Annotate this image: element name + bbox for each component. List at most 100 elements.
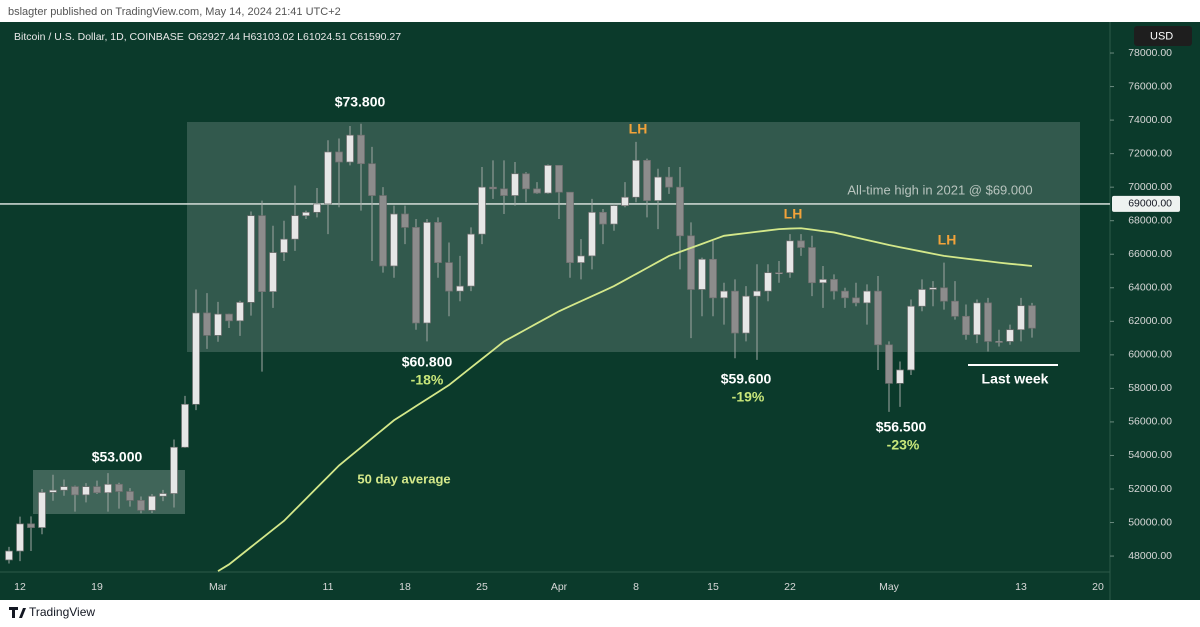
annotation: -19% — [732, 389, 765, 405]
y-tick-label: 72000.00 — [1128, 147, 1172, 159]
y-tick-label: 60000.00 — [1128, 349, 1172, 361]
y-tick-label: 66000.00 — [1128, 248, 1172, 260]
candle-body — [764, 272, 772, 292]
y-tick-label: 78000.00 — [1128, 47, 1172, 59]
y-tick-label: 70000.00 — [1128, 181, 1172, 193]
candle-body — [456, 285, 464, 292]
candle-body — [60, 486, 68, 491]
x-tick-label: 19 — [91, 581, 103, 593]
candle-body — [687, 235, 695, 290]
candle-body — [632, 159, 640, 198]
y-tick-label: 50000.00 — [1128, 516, 1172, 528]
candle-body — [588, 211, 596, 257]
reference-line-text: All-time high in 2021 @ $69.000 — [847, 182, 1032, 197]
candle-body — [577, 255, 585, 263]
candle-body — [236, 302, 244, 322]
y-tick-label: 62000.00 — [1128, 315, 1172, 327]
x-tick-label: Mar — [209, 581, 228, 593]
candle-body — [885, 344, 893, 384]
symbol: Bitcoin / U.S. Dollar, 1D, COINBASE — [14, 31, 184, 43]
plot — [0, 123, 1110, 572]
x-tick-label: Apr — [551, 581, 568, 593]
candle-body — [93, 486, 101, 494]
candle-body — [324, 151, 332, 205]
candle-body — [203, 312, 211, 336]
annotation: $53.000 — [92, 449, 143, 465]
candle-body — [797, 240, 805, 248]
currency: USD — [1150, 30, 1173, 42]
x-tick-label: 8 — [633, 581, 639, 593]
brand: TradingView — [29, 605, 95, 619]
candle-body — [830, 279, 838, 292]
x-tick-label: 20 — [1092, 581, 1104, 593]
candle-body — [775, 272, 783, 275]
y-tick-label: 74000.00 — [1128, 114, 1172, 126]
candle-body — [192, 312, 200, 405]
candle-body — [511, 173, 519, 196]
candle-body — [786, 240, 794, 274]
annotation: $60.800 — [402, 354, 453, 370]
y-tick-label: 54000.00 — [1128, 449, 1172, 461]
y-tick-label: 52000.00 — [1128, 483, 1172, 495]
candle-body — [621, 196, 629, 206]
candle-body — [940, 287, 948, 302]
x-tick-label: 11 — [323, 581, 334, 593]
candle-body — [159, 493, 167, 497]
candle-body — [401, 213, 409, 228]
candle-body — [38, 492, 46, 528]
candle-body — [841, 290, 849, 299]
candle-body — [269, 252, 277, 292]
candle-body — [808, 247, 816, 284]
brand-logo — [9, 607, 26, 618]
candle-body — [951, 300, 959, 317]
candle-body — [126, 491, 134, 501]
candle-body — [104, 483, 112, 494]
candle-body — [137, 500, 145, 511]
candle-body — [522, 173, 530, 190]
candle-body — [170, 446, 178, 494]
candle-body — [731, 290, 739, 334]
candle-body — [368, 163, 376, 196]
header-bar — [0, 0, 1200, 22]
candle-body — [643, 159, 651, 201]
candle-body — [225, 313, 233, 322]
header: bslagter published on TradingView.com, M… — [8, 6, 341, 18]
x-tick-label: 12 — [14, 581, 26, 593]
candle-body — [478, 186, 486, 235]
y-tick-label: 56000.00 — [1128, 416, 1172, 428]
moving-average-line — [217, 227, 1033, 572]
candle-body — [247, 215, 255, 303]
candle-body — [995, 341, 1003, 343]
moving-average-label: 50 day average — [357, 471, 450, 486]
candle-body — [665, 176, 673, 188]
annotation: $59.600 — [721, 371, 772, 387]
annotation: -18% — [411, 372, 444, 388]
ohlc-legend: O62927.44 H63103.02 L61024.51 C61590.27 — [188, 31, 401, 43]
candle-body — [390, 213, 398, 267]
candle-body — [335, 151, 343, 163]
candle-body — [302, 211, 310, 217]
candle-body — [379, 195, 387, 267]
candle-body — [82, 486, 90, 496]
reference-label: 69000.00 — [1128, 198, 1172, 210]
candle-body — [533, 188, 541, 194]
annotation: $73.800 — [335, 94, 386, 110]
candle-body — [709, 258, 717, 299]
annotation: $56.500 — [876, 419, 927, 435]
candle-body — [962, 315, 970, 336]
candle-body — [467, 233, 475, 287]
candle-body — [654, 176, 662, 201]
candle-body — [214, 313, 222, 336]
candle-body — [698, 258, 706, 290]
annotation: Last week — [982, 371, 1049, 387]
candle-body — [27, 523, 35, 528]
candle-body — [49, 489, 57, 493]
candle-body — [71, 486, 79, 496]
candle-body — [1028, 305, 1036, 329]
candle-body — [863, 290, 871, 304]
candle-body — [291, 215, 299, 240]
candle-body — [676, 186, 684, 237]
annotation: LH — [629, 121, 648, 137]
